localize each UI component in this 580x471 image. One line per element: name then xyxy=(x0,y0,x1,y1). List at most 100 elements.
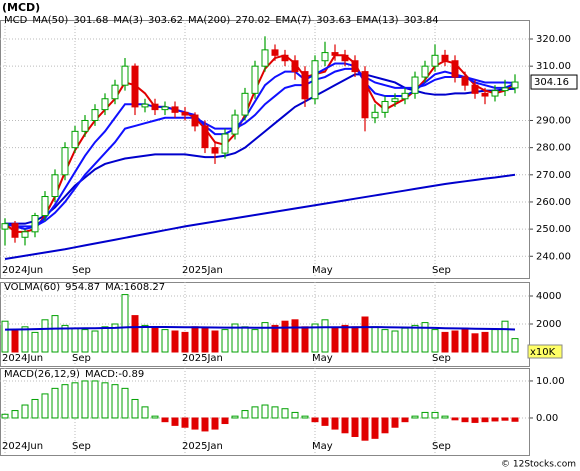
candle-body xyxy=(321,52,329,62)
volume-bar xyxy=(171,330,179,353)
macd-bar xyxy=(171,417,179,426)
volume-bar xyxy=(421,322,429,353)
ma-line xyxy=(4,54,516,233)
volume-bar xyxy=(491,329,499,353)
candle-body xyxy=(441,54,449,62)
candle-body xyxy=(491,90,499,97)
macd-bar xyxy=(291,411,299,419)
x-tick-label: 2024Jun xyxy=(2,353,43,364)
candle-body xyxy=(401,92,409,100)
legend-text: MA(3) xyxy=(113,15,143,26)
volume-bar xyxy=(341,324,349,353)
macd-bar xyxy=(91,380,99,419)
y-tick-label: 280.00 xyxy=(536,143,571,154)
macd-bar xyxy=(71,382,79,419)
macd-bar xyxy=(61,384,69,419)
legend-text: 303.84 xyxy=(404,15,439,26)
macd-bar xyxy=(101,382,109,419)
legend-text: MA: xyxy=(105,282,124,293)
volume-bar xyxy=(101,326,109,353)
y-tick-label: 0.00 xyxy=(536,413,558,424)
legend-text: 301.68 xyxy=(73,15,108,26)
macd-bar xyxy=(221,417,229,425)
candle-body xyxy=(201,125,209,149)
candle-body xyxy=(411,76,419,94)
candle-body xyxy=(121,65,129,86)
legend-text: 954.87 xyxy=(65,282,100,293)
macd-bar xyxy=(381,417,389,434)
candle-body xyxy=(111,84,119,100)
candle-body xyxy=(391,98,399,102)
macd-bar xyxy=(11,410,19,419)
candle-body xyxy=(221,133,229,154)
volume-bar xyxy=(131,315,139,353)
volume-bar xyxy=(361,316,369,353)
y-tick-label: 290.00 xyxy=(536,115,571,126)
volume-bar xyxy=(411,324,419,353)
y-tick-label: 310.00 xyxy=(536,61,571,72)
candle-body xyxy=(41,196,49,217)
legend-text: EMA(13) xyxy=(356,15,398,26)
y-tick-label: 250.00 xyxy=(536,224,571,235)
macd-bar xyxy=(241,410,249,419)
macd-bar xyxy=(211,417,219,430)
macd-bar xyxy=(351,417,359,437)
candle-body xyxy=(171,106,179,113)
last-price: 304.16 xyxy=(534,77,569,88)
macd-bar xyxy=(311,417,319,423)
volume-bar xyxy=(251,329,259,353)
legend-text: MA(200) xyxy=(188,15,230,26)
candle-body xyxy=(431,54,439,67)
volume-bar xyxy=(331,327,339,353)
volume-bar xyxy=(431,329,439,353)
volume-bar xyxy=(271,324,279,353)
legend-text: -0.89 xyxy=(118,369,144,380)
volume-bar xyxy=(441,331,449,353)
macd-bar xyxy=(411,415,419,419)
macd-bar xyxy=(131,398,139,419)
volume-bar xyxy=(301,326,309,353)
ma-line xyxy=(4,62,516,231)
x-tick-label: Sep xyxy=(432,265,451,276)
macd-bar xyxy=(471,417,479,423)
y-tick-label: 260.00 xyxy=(536,197,571,208)
candle-body xyxy=(511,81,519,89)
candle-body xyxy=(141,103,149,108)
macd-bar xyxy=(261,404,269,419)
ma-line xyxy=(4,173,516,260)
y-tick-label: 270.00 xyxy=(536,170,571,181)
ma-line xyxy=(5,73,516,225)
candle-body xyxy=(501,87,509,92)
x-tick-label: Sep xyxy=(72,353,91,364)
macd-bar xyxy=(391,417,399,428)
candle-body xyxy=(381,100,389,113)
volume-bar xyxy=(91,330,99,353)
macd-bar xyxy=(441,415,449,419)
macd-bar xyxy=(271,406,279,419)
macd-bar xyxy=(511,417,519,422)
x-tick-label: May xyxy=(312,353,333,364)
volume-bar xyxy=(451,330,459,353)
volume-bar xyxy=(371,326,379,353)
y-tick-label: 4000 xyxy=(536,291,561,302)
ma-line xyxy=(4,325,516,331)
volume-bar xyxy=(11,330,19,353)
volume-bar xyxy=(311,323,319,353)
candle-body xyxy=(451,60,459,78)
volume-bar xyxy=(281,320,289,353)
candle-body xyxy=(91,109,99,121)
volume-bar xyxy=(71,327,79,353)
candle-body xyxy=(471,84,479,94)
candle-body xyxy=(301,71,309,100)
candle-body xyxy=(311,60,319,100)
volume-bar xyxy=(391,330,399,353)
unit-label: x10K xyxy=(530,347,556,358)
candle-body xyxy=(211,147,219,154)
legend-text: MCD xyxy=(4,15,28,26)
volume-bar xyxy=(511,338,519,353)
volume-bar xyxy=(261,322,269,353)
volume-bar xyxy=(321,319,329,353)
macd-bar xyxy=(201,417,209,432)
candle-body xyxy=(281,54,289,62)
candle-body xyxy=(131,65,139,108)
